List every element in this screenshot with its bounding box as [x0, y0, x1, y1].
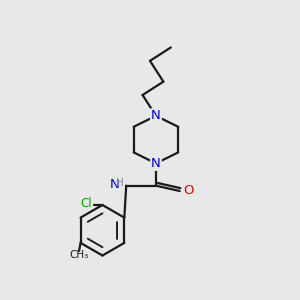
Text: N: N: [151, 109, 161, 122]
Text: O: O: [183, 184, 194, 196]
Text: N: N: [151, 157, 161, 170]
Text: N: N: [110, 178, 119, 191]
Text: H: H: [116, 178, 124, 188]
Text: Cl: Cl: [80, 197, 92, 210]
Text: CH₃: CH₃: [70, 250, 89, 260]
